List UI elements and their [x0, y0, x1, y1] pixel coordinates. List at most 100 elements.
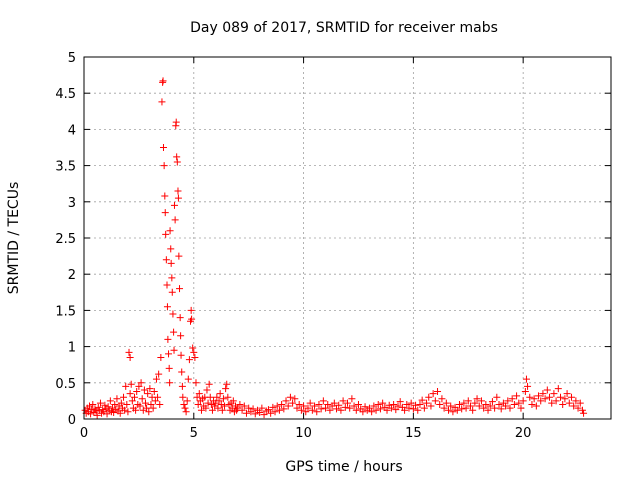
data-point: [205, 380, 213, 388]
data-point: [150, 387, 158, 395]
data-point: [213, 393, 221, 401]
data-point: [313, 408, 321, 416]
x-tick-label: 10: [295, 426, 312, 441]
data-point: [486, 402, 494, 410]
data-point: [256, 408, 264, 416]
data-point: [462, 404, 470, 412]
data-point: [170, 201, 178, 209]
data-point: [563, 390, 571, 398]
data-point: [513, 392, 521, 400]
data-point: [251, 410, 259, 418]
data-point: [87, 410, 95, 418]
data-point: [123, 401, 131, 409]
data-point: [412, 401, 420, 409]
data-point: [495, 401, 503, 409]
data-point: [524, 382, 532, 390]
data-point: [315, 401, 323, 409]
data-point: [140, 386, 148, 394]
data-point: [311, 402, 319, 410]
data-point: [335, 401, 343, 409]
data-point: [92, 407, 100, 415]
data-point: [236, 401, 244, 409]
data-point: [427, 402, 435, 410]
data-point: [168, 274, 176, 282]
data-point: [162, 230, 170, 238]
data-point: [122, 382, 130, 390]
data-point: [348, 395, 356, 403]
data-point: [177, 351, 185, 359]
x-tick-label: 0: [80, 426, 88, 441]
data-point: [403, 401, 411, 409]
data-point: [195, 390, 203, 398]
data-point: [218, 406, 226, 414]
data-point: [152, 375, 160, 383]
data-point: [543, 386, 551, 394]
data-point: [359, 408, 367, 416]
data-point: [117, 399, 125, 407]
data-point: [245, 404, 253, 412]
data-point: [260, 411, 268, 419]
data-point: [217, 401, 225, 409]
data-point: [383, 406, 391, 414]
data-point: [537, 397, 545, 405]
data-point: [282, 397, 290, 405]
data-point: [173, 153, 181, 161]
data-point: [189, 344, 197, 352]
data-point: [431, 397, 439, 405]
data-point: [127, 380, 135, 388]
data-point: [510, 401, 518, 409]
data-point: [224, 393, 232, 401]
data-point: [306, 399, 314, 407]
data-point: [143, 404, 151, 412]
data-point: [530, 395, 538, 403]
data-point: [208, 406, 216, 414]
data-point: [175, 252, 183, 260]
data-point: [104, 403, 112, 411]
data-point: [528, 401, 536, 409]
data-point: [414, 406, 422, 414]
data-point: [387, 404, 395, 412]
data-point: [484, 406, 492, 414]
data-point: [491, 404, 499, 412]
data-point: [85, 402, 93, 410]
data-point: [162, 256, 170, 264]
data-point: [539, 390, 547, 398]
data-point: [289, 399, 297, 407]
data-point: [445, 406, 453, 414]
data-point: [154, 393, 162, 401]
data-point: [167, 259, 175, 267]
data-point: [409, 405, 417, 413]
data-point: [173, 158, 181, 166]
data-point: [138, 395, 146, 403]
data-point: [401, 406, 409, 414]
y-tick-label: 0.5: [55, 377, 76, 392]
data-point: [179, 393, 187, 401]
data-point: [390, 401, 398, 409]
data-point: [556, 393, 564, 401]
data-point: [574, 404, 582, 412]
data-point: [374, 401, 382, 409]
data-point: [580, 409, 588, 417]
data-point: [548, 399, 556, 407]
data-point: [379, 399, 387, 407]
data-point: [416, 401, 424, 409]
data-point: [477, 397, 485, 405]
data-point: [166, 227, 174, 235]
data-point: [519, 397, 527, 405]
data-point: [219, 395, 227, 403]
data-point: [178, 368, 186, 376]
data-point: [376, 405, 384, 413]
data-point: [229, 397, 237, 405]
data-point: [275, 406, 283, 414]
data-point: [480, 404, 488, 412]
data-point: [223, 380, 231, 388]
data-point: [554, 385, 562, 393]
data-point: [238, 406, 246, 414]
data-point: [128, 397, 136, 405]
data-point: [269, 403, 277, 411]
data-point: [206, 393, 214, 401]
data-point: [308, 406, 316, 414]
data-point: [136, 402, 144, 410]
data-point: [133, 387, 141, 395]
data-point: [161, 192, 169, 200]
